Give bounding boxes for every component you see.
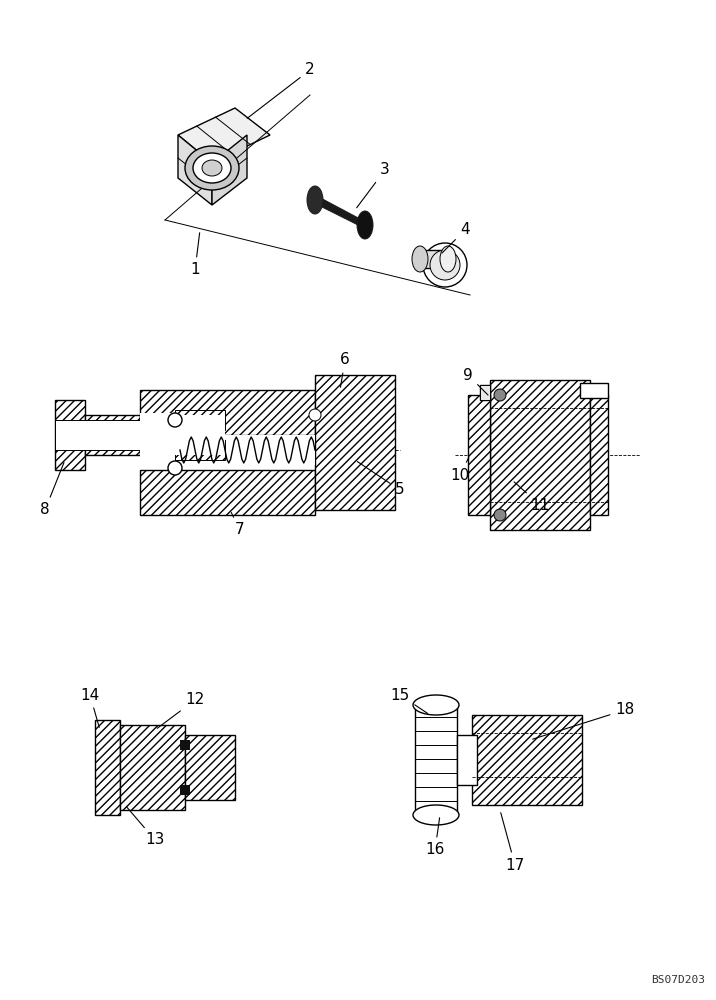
Text: 4: 4 bbox=[442, 223, 470, 253]
Text: 3: 3 bbox=[357, 162, 390, 208]
Ellipse shape bbox=[413, 805, 459, 825]
Bar bbox=[175, 410, 225, 430]
Ellipse shape bbox=[202, 160, 222, 176]
Bar bbox=[468, 395, 490, 515]
Text: 13: 13 bbox=[127, 807, 165, 848]
Bar bbox=[185, 735, 235, 800]
Polygon shape bbox=[212, 135, 247, 205]
Bar bbox=[175, 440, 225, 460]
Ellipse shape bbox=[430, 250, 460, 280]
Text: 14: 14 bbox=[80, 688, 100, 727]
Text: 11: 11 bbox=[514, 482, 550, 512]
Text: 7: 7 bbox=[231, 512, 245, 538]
Bar bbox=[590, 395, 608, 515]
Text: 16: 16 bbox=[425, 818, 445, 857]
Bar bbox=[55, 400, 85, 470]
Polygon shape bbox=[480, 385, 490, 400]
Bar bbox=[140, 413, 175, 457]
Text: 1: 1 bbox=[190, 233, 200, 277]
Text: 8: 8 bbox=[40, 463, 64, 518]
Bar bbox=[315, 375, 395, 510]
Bar bbox=[580, 383, 608, 398]
Bar bbox=[180, 740, 190, 750]
Ellipse shape bbox=[357, 211, 373, 239]
Bar bbox=[415, 705, 457, 815]
Ellipse shape bbox=[307, 186, 323, 214]
Ellipse shape bbox=[309, 409, 321, 421]
Text: 9: 9 bbox=[463, 367, 488, 395]
Bar bbox=[120, 725, 185, 810]
Text: BS07D203: BS07D203 bbox=[651, 975, 705, 985]
Text: 10: 10 bbox=[450, 457, 470, 483]
Bar bbox=[85, 423, 140, 447]
Bar bbox=[175, 415, 225, 455]
Text: 18: 18 bbox=[533, 702, 634, 739]
Text: 6: 6 bbox=[340, 353, 350, 387]
Ellipse shape bbox=[412, 246, 428, 272]
Bar bbox=[140, 390, 315, 435]
Ellipse shape bbox=[413, 695, 459, 715]
Bar bbox=[95, 720, 120, 815]
Text: 12: 12 bbox=[158, 692, 205, 728]
Text: 15: 15 bbox=[390, 688, 427, 713]
Text: 17: 17 bbox=[500, 813, 525, 872]
Ellipse shape bbox=[423, 243, 467, 287]
Bar bbox=[420, 250, 448, 268]
Ellipse shape bbox=[185, 146, 239, 190]
Bar bbox=[140, 470, 315, 515]
Bar bbox=[85, 415, 140, 455]
Ellipse shape bbox=[494, 509, 506, 521]
Polygon shape bbox=[178, 108, 270, 163]
Ellipse shape bbox=[193, 153, 231, 183]
Bar bbox=[472, 715, 582, 805]
Ellipse shape bbox=[168, 461, 182, 475]
Bar bbox=[480, 385, 490, 400]
Ellipse shape bbox=[494, 389, 506, 401]
Bar bbox=[55, 420, 140, 450]
Bar bbox=[140, 435, 315, 465]
Polygon shape bbox=[178, 135, 212, 205]
Text: 2: 2 bbox=[247, 62, 315, 118]
Ellipse shape bbox=[168, 413, 182, 427]
Polygon shape bbox=[315, 195, 368, 230]
Bar bbox=[180, 785, 190, 795]
Bar bbox=[457, 735, 477, 785]
Ellipse shape bbox=[440, 246, 456, 272]
Bar bbox=[490, 380, 590, 530]
Text: 5: 5 bbox=[357, 462, 405, 497]
